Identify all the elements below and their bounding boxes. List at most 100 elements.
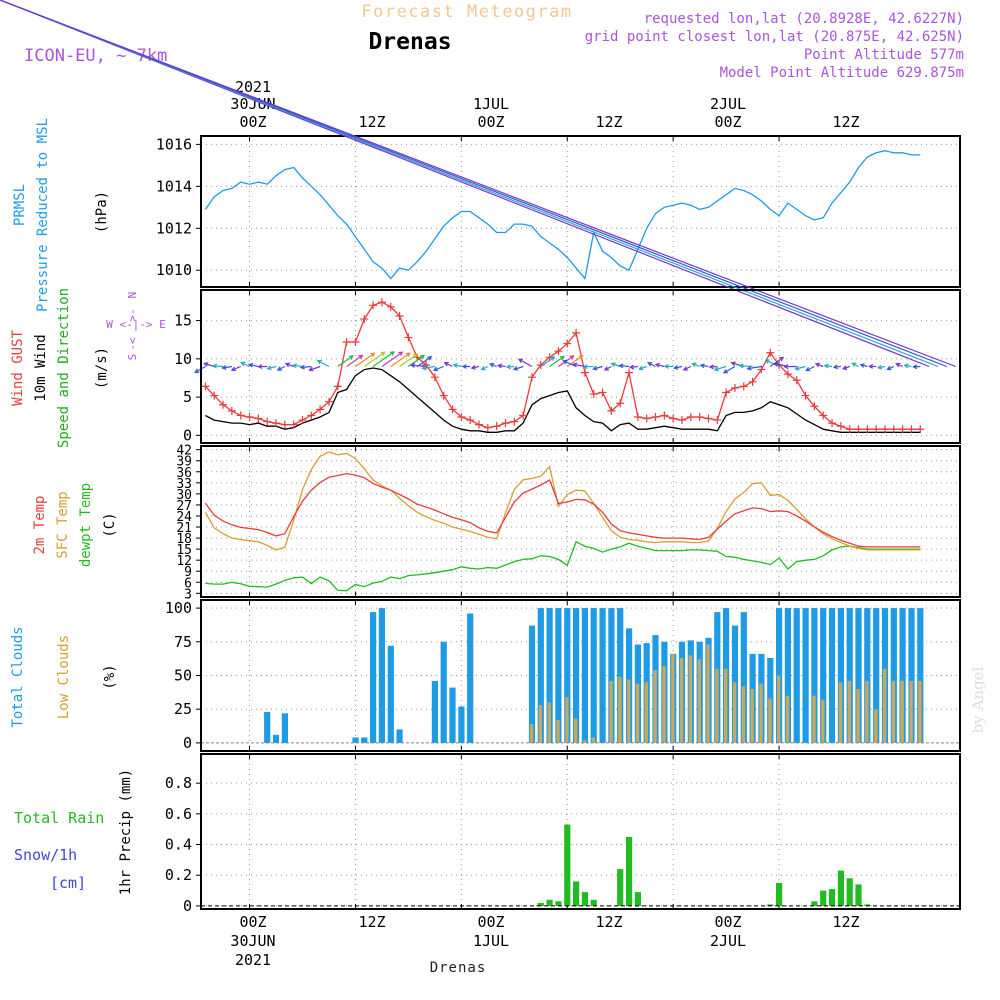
precip-labels: Total Rain Snow/1h [cm] 1hr Precip (mm) xyxy=(14,769,134,895)
total-cloud-bar xyxy=(281,713,288,743)
panel-frame xyxy=(200,753,961,910)
wind-direction-arrow xyxy=(513,365,524,370)
wind-direction-arrowhead xyxy=(203,362,209,367)
wind-direction-arrowhead xyxy=(432,366,439,372)
wind-direction-arrowhead xyxy=(370,352,376,358)
low-cloud-bar xyxy=(671,653,675,743)
low-cloud-bar xyxy=(732,682,737,743)
wind-direction-arrowhead xyxy=(284,362,290,368)
total-cloud-bar xyxy=(873,608,880,743)
total-cloud-bar xyxy=(449,687,456,743)
gust-point-marker xyxy=(466,416,475,425)
rain-bar xyxy=(855,884,862,906)
y-tick-label: 12 xyxy=(176,554,192,569)
rain-bar xyxy=(864,904,871,906)
wind-direction-arrowhead xyxy=(773,361,779,367)
low-cloud-bar xyxy=(882,668,887,743)
panel-precipitation: 0 0.2 0.4 0.6 0.8 xyxy=(165,753,961,915)
low-cloud-bar xyxy=(574,718,578,743)
total-cloud-bar xyxy=(917,608,924,743)
y-tick-label: 0.2 xyxy=(165,866,192,884)
y-tick-label: 0 xyxy=(183,734,192,752)
wind-direction-arrow xyxy=(573,363,586,368)
low-cloud-bar xyxy=(591,737,595,743)
total-clouds-label: Total Clouds xyxy=(10,626,26,727)
wind-direction-arrowhead xyxy=(842,365,848,370)
wind-direction-arrowhead xyxy=(410,363,416,368)
gust-point-marker xyxy=(369,301,378,310)
low-cloud-bar xyxy=(688,655,693,743)
wind-direction-arrowhead xyxy=(421,365,427,371)
low-cloud-bar xyxy=(865,680,869,743)
gust-point-marker xyxy=(651,412,660,421)
y-tick-label: 10 xyxy=(174,350,192,368)
wind-direction-label: Speed and Direction xyxy=(56,288,72,448)
wind-direction-arrowhead xyxy=(603,366,609,371)
plot-layer: 1010101210141016051015369121518212427303… xyxy=(0,0,961,915)
gust-point-marker xyxy=(845,425,854,434)
wind-direction-arrow xyxy=(747,365,762,370)
wind-direction-arrowhead xyxy=(618,363,624,369)
gust-point-marker xyxy=(351,338,360,347)
wind-direction-arrow xyxy=(723,365,736,374)
low-cloud-bar xyxy=(724,668,728,743)
bottom-day-label: 30JUN xyxy=(230,932,275,950)
wind-direction-arrowhead xyxy=(851,362,857,367)
gust-point-marker xyxy=(527,373,536,382)
wind-direction-arrowhead xyxy=(517,358,523,364)
gust-point-marker xyxy=(324,397,333,406)
wind-direction-arrowhead xyxy=(886,365,892,371)
wind-direction-arrowhead xyxy=(814,362,820,368)
wind-direction-arrowhead xyxy=(805,366,811,372)
series-line-wind-gust xyxy=(204,301,921,430)
y-tick-label: 5 xyxy=(183,388,192,406)
low-cloud-bar xyxy=(679,658,684,743)
top-day-label: 30JUN xyxy=(230,95,275,113)
wind-direction-arrowhead xyxy=(420,354,426,360)
gust-point-marker xyxy=(730,383,739,392)
gust-point-marker xyxy=(783,370,792,379)
series-line-sfc-temp xyxy=(204,451,921,551)
gust-point-marker xyxy=(819,411,828,420)
gust-point-marker xyxy=(677,416,686,425)
gust-point-marker xyxy=(519,411,528,420)
gust-point-marker xyxy=(633,412,642,421)
total-cloud-bar xyxy=(467,613,474,743)
low-cloud-bar xyxy=(768,698,772,743)
wind-direction-arrow xyxy=(267,365,277,370)
y-tick-label: 42 xyxy=(176,444,192,459)
rain-bar xyxy=(546,899,553,906)
wind-direction-arrow xyxy=(815,363,824,368)
gust-point-marker xyxy=(448,405,457,414)
total-cloud-bar xyxy=(528,625,536,743)
y-tick-label: 0.6 xyxy=(165,805,192,823)
rain-bar xyxy=(626,836,633,906)
low-cloud-bar xyxy=(812,695,816,743)
low-clouds-label: Low Clouds xyxy=(56,635,72,719)
wind-direction-arrowhead xyxy=(221,365,227,370)
panel-frame xyxy=(200,599,961,752)
wind-direction-arrow xyxy=(769,357,784,367)
wind-direction-arrow xyxy=(408,355,425,367)
gust-point-marker xyxy=(686,412,695,421)
panel-frame xyxy=(200,289,961,444)
total-cloud-bar xyxy=(864,608,871,743)
total-cloud-bar xyxy=(387,645,394,743)
panel-clouds: 0 25 50 75 100 xyxy=(165,599,961,752)
total-cloud-bar xyxy=(802,608,809,743)
wind-direction-arrowhead xyxy=(470,365,476,370)
total-cloud-bar xyxy=(352,737,359,743)
bottom-hour-label: 12Z xyxy=(832,913,859,931)
gust-point-marker xyxy=(236,411,245,420)
bottom-time-axis: 00Z 12Z 00Z 12Z 00Z 12Z 30JUN 1JUL 2JUL … xyxy=(230,913,859,969)
wind-direction-arrow xyxy=(611,362,621,368)
rain-bar xyxy=(767,904,774,906)
rain-bar xyxy=(617,869,624,906)
wind-direction-arrowhead xyxy=(550,356,556,361)
total-cloud-bar xyxy=(431,680,438,743)
gust-point-marker xyxy=(836,422,845,431)
gust-point-marker xyxy=(475,420,484,429)
y-tick-label: 15 xyxy=(174,312,192,330)
grid-point-coords: grid point closest lon,lat (20.875E, 42.… xyxy=(585,29,964,45)
